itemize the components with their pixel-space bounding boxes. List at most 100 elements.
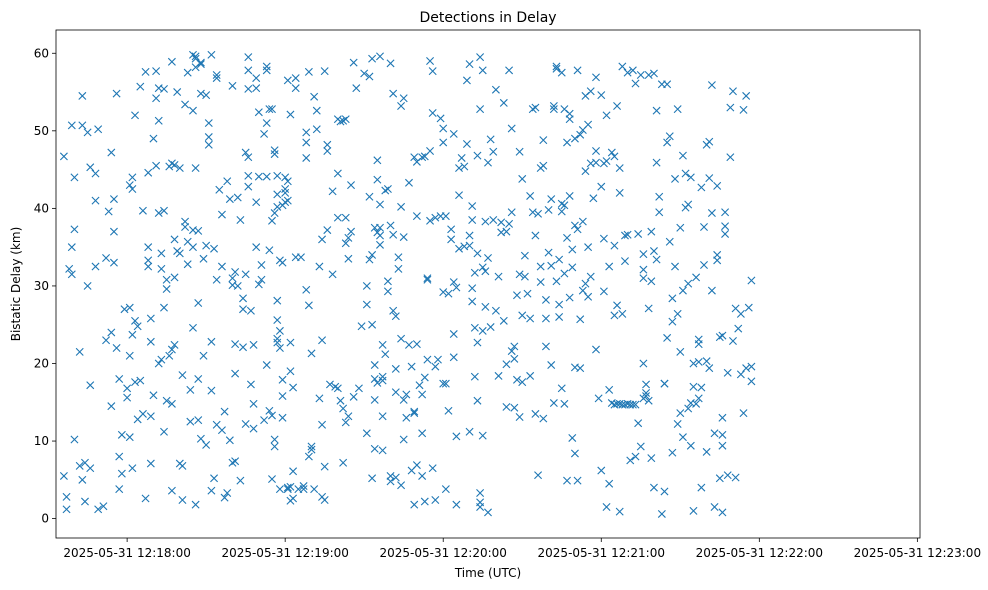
detection-point xyxy=(131,111,140,120)
detection-point xyxy=(531,103,540,112)
detection-point xyxy=(152,161,161,170)
detection-point xyxy=(465,427,474,436)
detection-point xyxy=(747,276,756,285)
detection-point xyxy=(268,475,276,484)
detection-point xyxy=(162,396,171,405)
detection-point xyxy=(128,185,137,193)
detection-point xyxy=(552,277,561,286)
detection-point xyxy=(289,494,298,503)
detection-point xyxy=(254,172,263,181)
detection-point xyxy=(423,355,432,364)
detection-point xyxy=(623,230,632,239)
detection-point xyxy=(302,138,311,147)
detection-point xyxy=(518,174,527,183)
detection-point xyxy=(536,262,545,271)
detection-point xyxy=(518,311,527,320)
detection-point xyxy=(512,375,521,384)
detection-point xyxy=(302,285,311,294)
detection-point xyxy=(599,287,608,296)
detection-point xyxy=(315,262,324,271)
detection-point xyxy=(241,420,250,428)
detection-point xyxy=(154,116,163,125)
detection-point xyxy=(349,58,358,67)
detection-point xyxy=(747,377,756,386)
detection-point xyxy=(639,265,648,274)
detection-point xyxy=(615,507,624,516)
detection-point xyxy=(478,263,487,272)
detection-point xyxy=(175,249,184,258)
detection-point xyxy=(167,57,176,66)
detection-point xyxy=(536,278,545,287)
detection-point xyxy=(707,209,716,218)
detection-point xyxy=(523,289,532,298)
detection-point xyxy=(244,84,253,93)
detection-point xyxy=(378,376,387,385)
detection-point xyxy=(426,57,435,66)
detection-point xyxy=(109,258,118,267)
detection-point xyxy=(426,216,435,225)
detection-point xyxy=(194,375,203,383)
detection-point xyxy=(541,314,550,323)
detection-point xyxy=(502,360,511,369)
detection-point xyxy=(91,196,100,205)
detection-point xyxy=(373,378,382,387)
detection-point xyxy=(157,355,166,364)
detection-point xyxy=(270,435,279,444)
detection-point xyxy=(389,306,398,315)
detection-point xyxy=(673,309,682,318)
detection-point xyxy=(570,221,579,230)
detection-point xyxy=(91,169,100,178)
detection-point xyxy=(323,140,332,149)
detection-point xyxy=(67,243,76,252)
detection-point xyxy=(649,483,658,492)
detection-point xyxy=(431,496,440,504)
detection-point xyxy=(676,409,685,418)
detection-point xyxy=(268,216,276,225)
detection-point xyxy=(376,223,384,232)
detection-point xyxy=(146,314,155,323)
detection-point xyxy=(499,98,508,107)
detection-point xyxy=(125,433,134,442)
detection-point xyxy=(349,392,358,401)
detection-point xyxy=(365,72,374,81)
detection-point xyxy=(705,174,714,183)
detection-point xyxy=(268,411,276,420)
detection-point xyxy=(557,68,566,77)
detection-point xyxy=(344,254,353,263)
detection-point xyxy=(649,69,658,78)
detection-point xyxy=(528,105,537,114)
detection-point xyxy=(486,135,495,144)
detection-point xyxy=(228,274,237,283)
detection-point xyxy=(465,60,474,69)
detection-point xyxy=(576,315,585,324)
detection-point xyxy=(173,88,182,97)
y-tick-label: 10 xyxy=(34,434,49,448)
detection-point xyxy=(605,385,614,394)
detection-point xyxy=(423,275,432,284)
detection-point xyxy=(170,273,179,282)
detection-point xyxy=(207,386,216,395)
detection-point xyxy=(278,375,287,384)
x-tick-label: 2025-05-31 12:21:00 xyxy=(538,546,665,560)
detection-point xyxy=(692,399,701,408)
detection-point xyxy=(397,102,406,110)
detection-point xyxy=(299,482,308,491)
detection-point xyxy=(199,351,208,360)
detection-point xyxy=(455,191,464,200)
detection-point xyxy=(378,412,387,421)
detection-point xyxy=(275,326,284,335)
detection-point xyxy=(705,364,714,373)
detection-point xyxy=(544,205,553,214)
detection-point xyxy=(362,281,371,290)
detection-point xyxy=(262,62,271,71)
detection-point xyxy=(686,173,695,182)
detection-point xyxy=(484,508,492,517)
detection-point xyxy=(407,362,416,371)
detection-point xyxy=(620,231,629,240)
detection-point xyxy=(160,303,168,312)
detection-point xyxy=(304,67,313,76)
detection-point xyxy=(80,497,89,506)
detection-point xyxy=(673,420,682,428)
detection-point xyxy=(610,152,619,161)
detection-point xyxy=(217,210,226,219)
